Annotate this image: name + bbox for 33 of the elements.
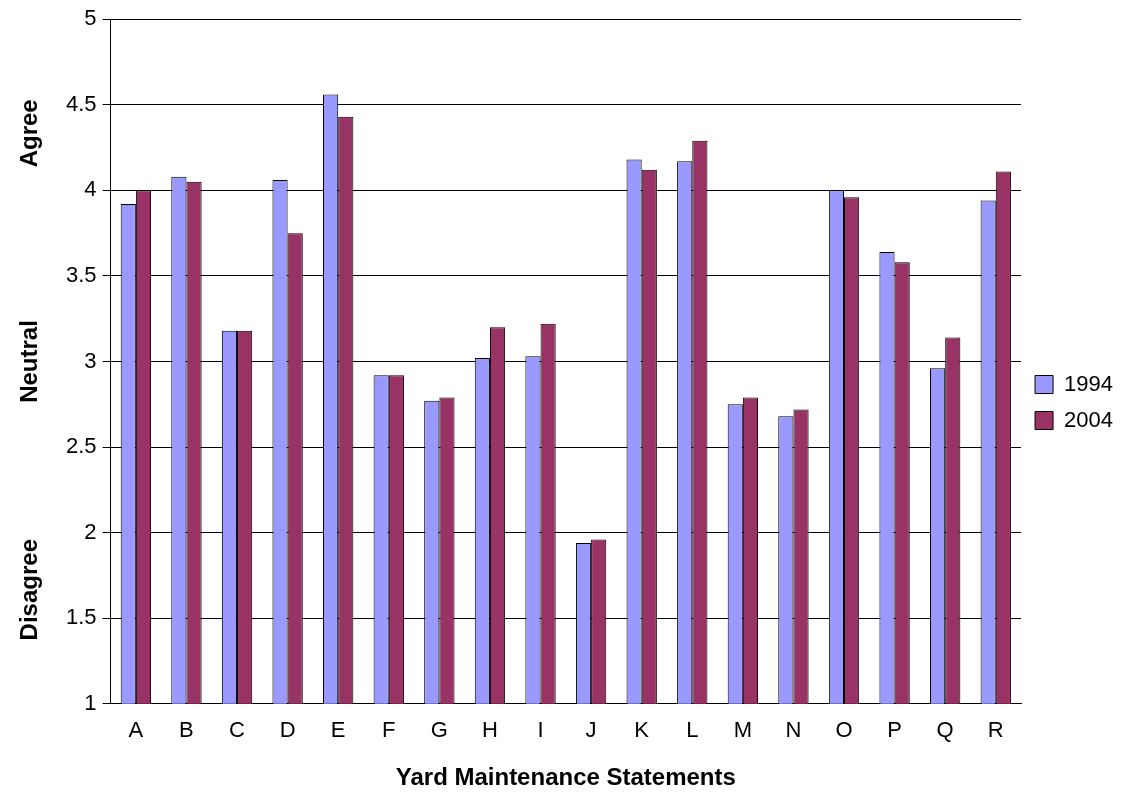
x-tick-label: A bbox=[128, 717, 144, 743]
x-tick-label: I bbox=[537, 717, 544, 743]
x-tick-label: C bbox=[229, 717, 246, 743]
x-tick-label: G bbox=[430, 717, 448, 743]
x-tick-label: R bbox=[987, 717, 1004, 743]
y-tick-label: 4.5 bbox=[65, 90, 97, 116]
text: Agree bbox=[14, 99, 42, 168]
x-tick-label: J bbox=[585, 717, 597, 743]
x-tick-label: N bbox=[785, 717, 802, 743]
legend-label: 1994 bbox=[1064, 370, 1114, 396]
x-tick-label: K bbox=[634, 717, 650, 743]
x-tick-label: P bbox=[887, 717, 902, 743]
y-tick-label: 1.5 bbox=[65, 604, 97, 630]
x-axis-title: Yard Maintenance Statements bbox=[395, 763, 736, 791]
x-tick-label: E bbox=[330, 717, 346, 743]
y-tick-label: 1 bbox=[84, 689, 97, 715]
x-tick-label: O bbox=[835, 717, 853, 743]
y-tick-label: 4 bbox=[84, 176, 97, 202]
x-tick-label: Q bbox=[936, 717, 954, 743]
text: Neutral bbox=[14, 320, 42, 403]
legend-label: 2004 bbox=[1064, 406, 1114, 432]
y-tick-label: 5 bbox=[84, 5, 97, 31]
y-tick-label: 2.5 bbox=[65, 433, 97, 459]
y-tick-label: 3 bbox=[84, 347, 97, 373]
text: Disagree bbox=[14, 539, 42, 641]
x-tick-label: L bbox=[686, 717, 699, 743]
y-tick-label: 2 bbox=[84, 518, 97, 544]
x-tick-label: H bbox=[482, 717, 498, 743]
x-tick-label: F bbox=[382, 717, 396, 743]
x-tick-label: M bbox=[733, 717, 753, 743]
y-tick-label: 3.5 bbox=[65, 261, 97, 287]
x-tick-label: B bbox=[179, 717, 194, 743]
x-tick-label: D bbox=[279, 717, 296, 743]
